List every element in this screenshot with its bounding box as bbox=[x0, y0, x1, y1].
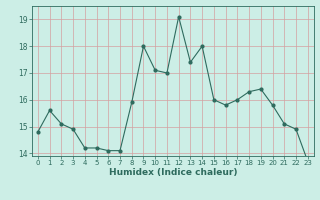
X-axis label: Humidex (Indice chaleur): Humidex (Indice chaleur) bbox=[108, 168, 237, 177]
